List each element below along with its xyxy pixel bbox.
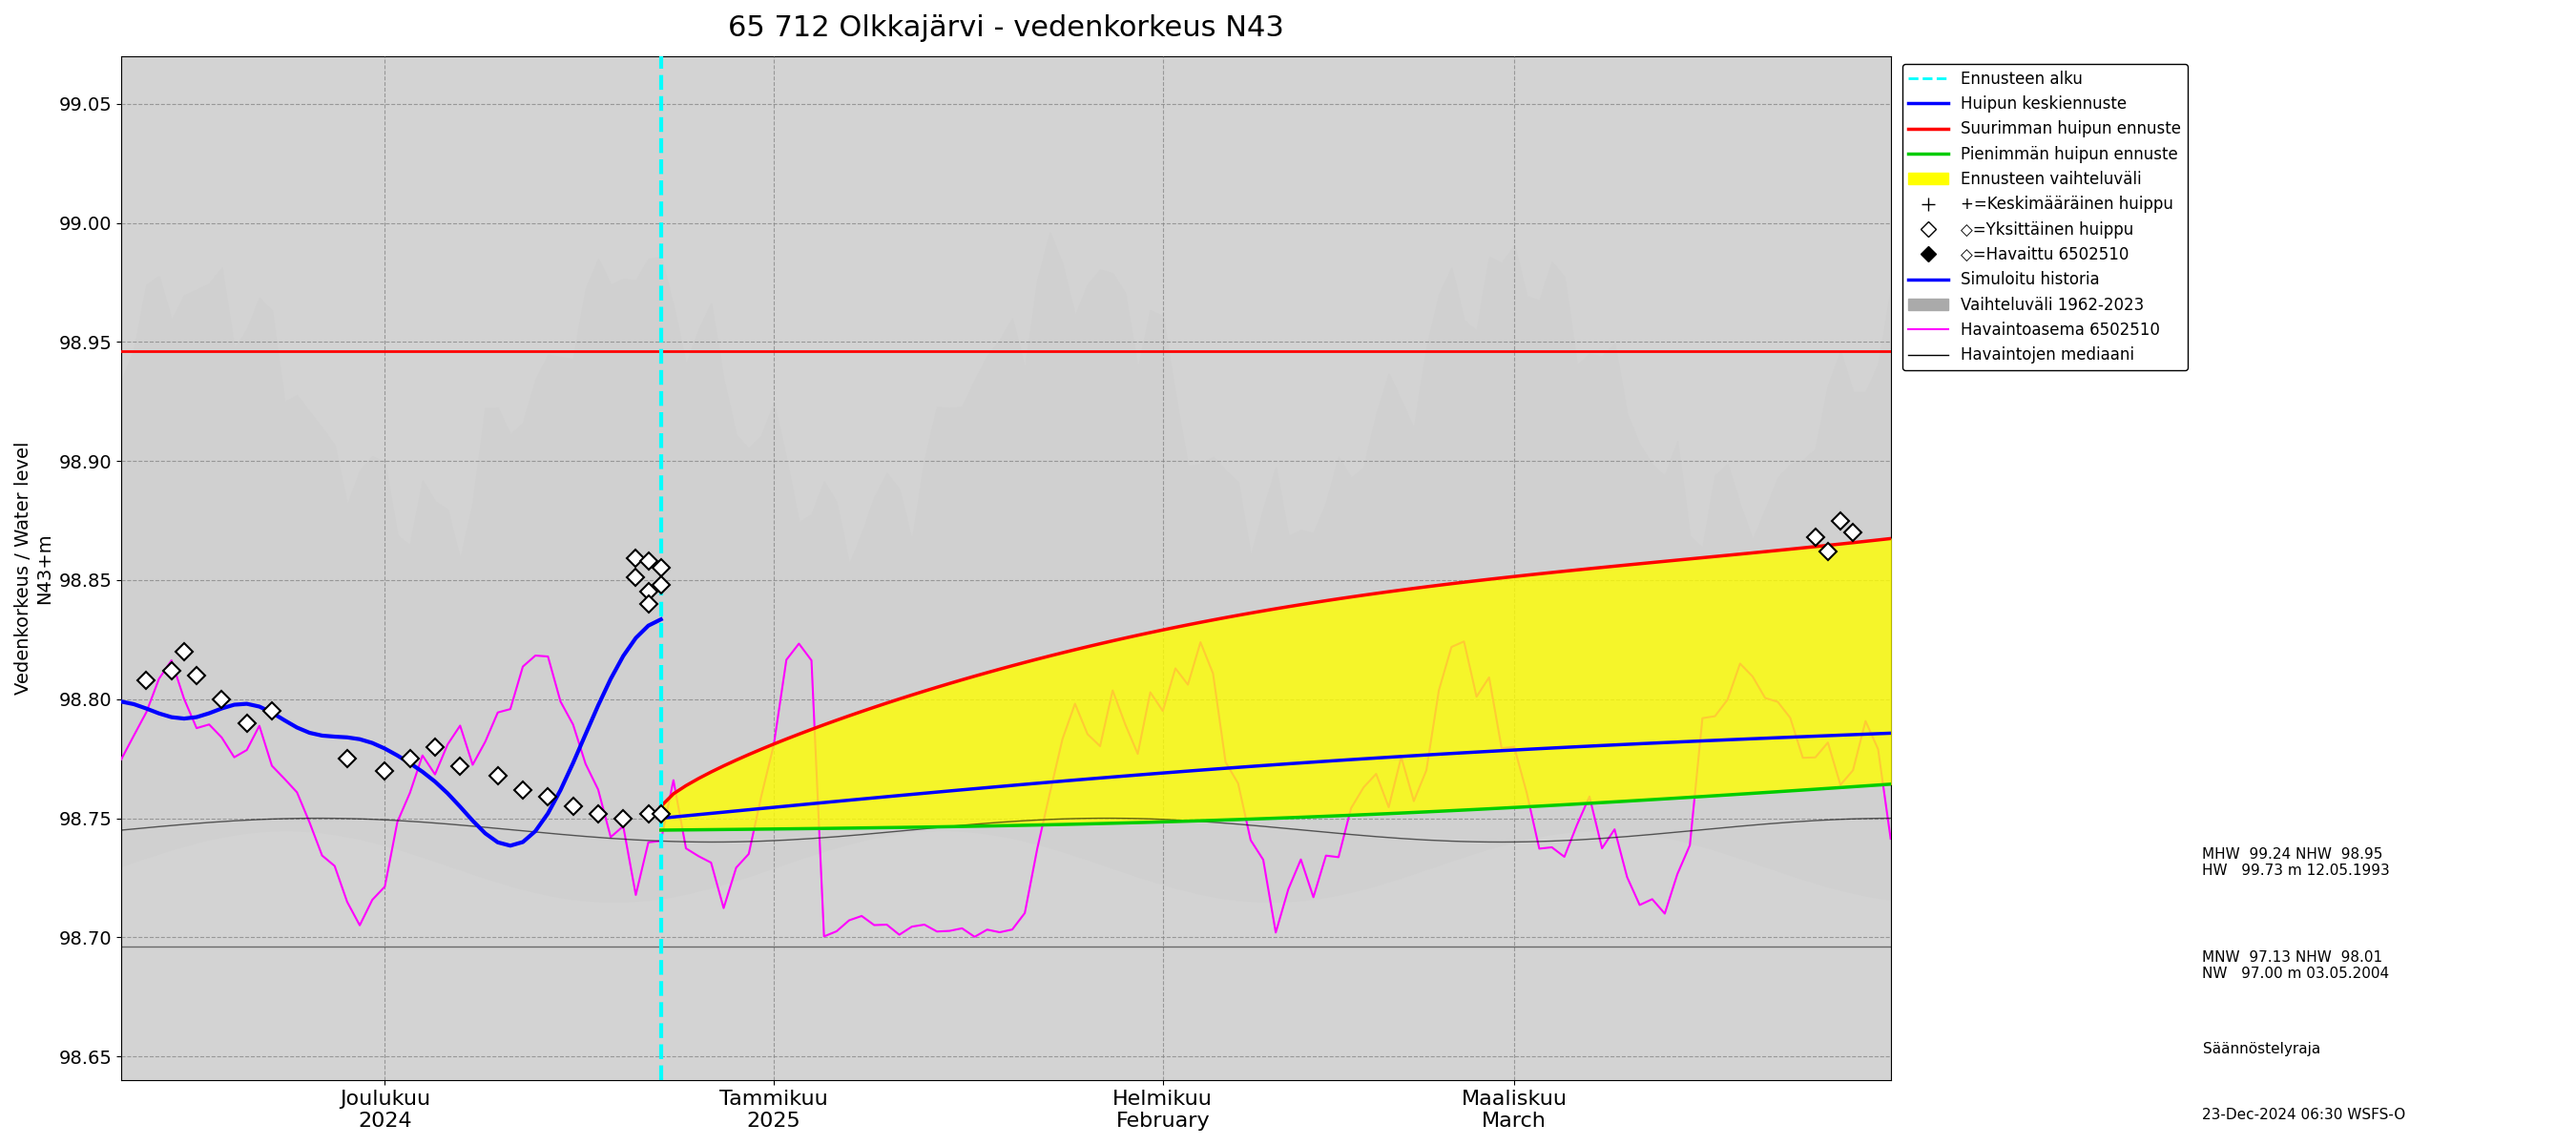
Y-axis label: Vedenkorkeus / Water level
N43+m: Vedenkorkeus / Water level N43+m <box>15 442 54 695</box>
Legend: Ennusteen alku, Huipun keskiennuste, Suurimman huipun ennuste, Pienimmän huipun : Ennusteen alku, Huipun keskiennuste, Suu… <box>1901 64 2187 370</box>
Text: MNW  97.13 NHW  98.01
NW   97.00 m 03.05.2004: MNW 97.13 NHW 98.01 NW 97.00 m 03.05.200… <box>2202 950 2391 981</box>
Title: 65 712 Olkkajärvi - vedenkorkeus N43: 65 712 Olkkajärvi - vedenkorkeus N43 <box>729 14 1283 42</box>
Text: 23-Dec-2024 06:30 WSFS-O: 23-Dec-2024 06:30 WSFS-O <box>2202 1108 2406 1122</box>
Text: Säännöstelyraja: Säännöstelyraja <box>2202 1042 2321 1056</box>
Text: MHW  99.24 NHW  98.95
HW   99.73 m 12.05.1993: MHW 99.24 NHW 98.95 HW 99.73 m 12.05.199… <box>2202 847 2391 878</box>
